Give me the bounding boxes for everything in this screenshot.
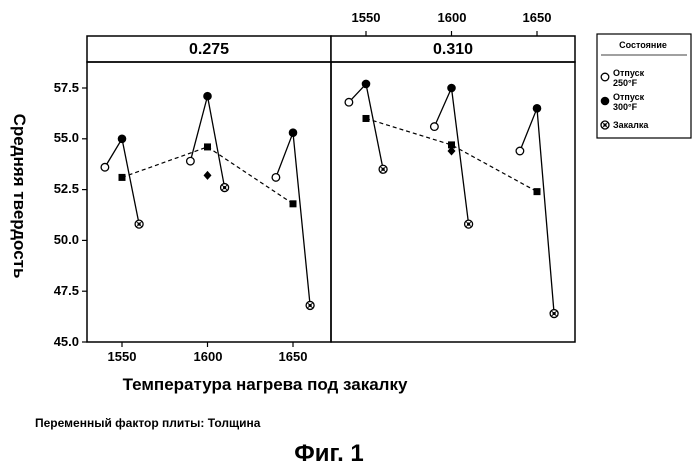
point-t300-panel-1-1650 (533, 105, 541, 113)
point-t300-panel-0-1550 (118, 135, 126, 143)
diamond-panel-0-1600 (204, 171, 212, 180)
legend-label-t250-line1: Отпуск (613, 68, 645, 78)
panel-variable-note: Переменный фактор плиты: Толщина (35, 416, 261, 430)
y-axis-title: Средняя твердость (10, 114, 29, 279)
x-tick-label-bottom: 1550 (108, 349, 137, 364)
group-line-panel-1-1650 (520, 108, 554, 313)
point-t300-panel-0-1650 (289, 129, 297, 137)
point-quench-panel-1-1600 (465, 220, 473, 228)
y-tick-label: 52.5 (54, 181, 79, 196)
point-quench-panel-0-1600 (221, 184, 229, 192)
legend-title: Состояние (619, 40, 667, 50)
point-quench-panel-1-1650 (550, 310, 558, 318)
legend-label-quench: Закалка (613, 120, 649, 130)
group-line-panel-0-1650 (276, 133, 310, 306)
group-line-panel-0-1550 (105, 139, 139, 224)
y-tick-label: 50.0 (54, 232, 79, 247)
point-t250-panel-1-1600 (431, 123, 439, 131)
strip-label-right: 0.310 (433, 41, 473, 58)
legend: Состояние Отпуск 250°F Отпуск 300°F Зака… (597, 34, 691, 138)
x-axis-title: Температура нагрева под закалку (123, 375, 408, 394)
group-line-panel-1-1550 (349, 84, 383, 169)
strip-label-left: 0.275 (189, 41, 229, 58)
point-t250-panel-1-1650 (516, 147, 524, 155)
legend-marker-t250 (601, 73, 609, 81)
legend-label-t250-line2: 250°F (613, 78, 638, 88)
x-tick-label-top: 1550 (352, 10, 381, 25)
chart-marks (82, 31, 558, 347)
point-quench-panel-1-1550 (379, 165, 387, 173)
point-t300-panel-0-1600 (204, 92, 212, 100)
point-t250-panel-0-1600 (187, 157, 195, 165)
mean-square-panel-1-1550 (363, 115, 370, 122)
mean-square-panel-1-1650 (534, 188, 541, 195)
y-axis: 45.0 47.5 50.0 52.5 55.0 57.5 (54, 80, 79, 349)
mean-square-panel-0-1600 (204, 143, 211, 150)
legend-marker-quench (601, 121, 609, 129)
point-t300-panel-1-1600 (448, 84, 456, 92)
y-tick-label: 47.5 (54, 283, 79, 298)
group-line-panel-1-1600 (434, 88, 468, 224)
legend-label-t300-line1: Отпуск (613, 92, 645, 102)
point-t250-panel-0-1550 (101, 163, 109, 171)
point-quench-panel-0-1650 (306, 301, 314, 309)
mean-square-panel-0-1550 (119, 174, 126, 181)
y-tick-label: 45.0 (54, 334, 79, 349)
mean-square-panel-0-1650 (290, 200, 297, 207)
x-tick-label-top: 1650 (523, 10, 552, 25)
point-t300-panel-1-1550 (362, 80, 370, 88)
legend-marker-t300 (601, 97, 609, 105)
point-quench-panel-0-1550 (135, 220, 143, 228)
x-tick-label-bottom: 1650 (279, 349, 308, 364)
x-tick-label-top: 1600 (438, 10, 467, 25)
figure-label: Фиг. 1 (294, 440, 364, 467)
point-t250-panel-1-1550 (345, 98, 353, 106)
point-t250-panel-0-1650 (272, 174, 280, 182)
y-tick-label: 55.0 (54, 130, 79, 145)
y-tick-label: 57.5 (54, 80, 79, 95)
x-tick-label-bottom: 1600 (194, 349, 223, 364)
legend-label-t300-line2: 300°F (613, 102, 638, 112)
